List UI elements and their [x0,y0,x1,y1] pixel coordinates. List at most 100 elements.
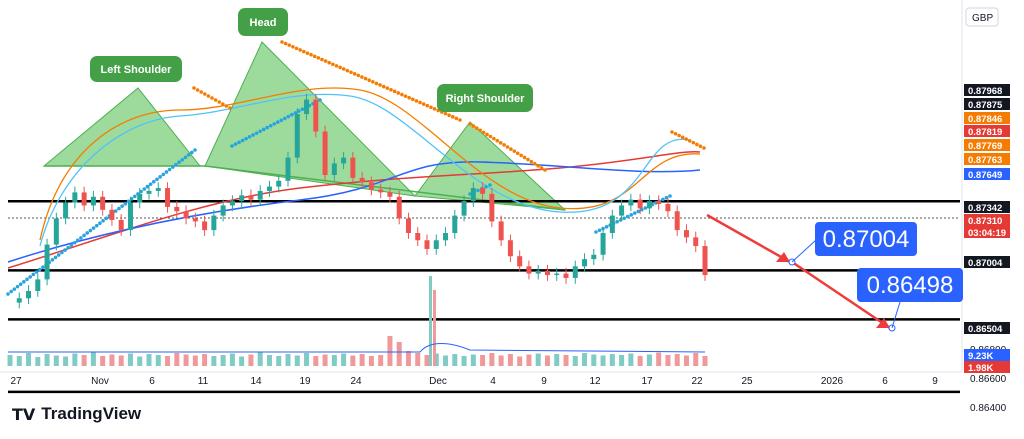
candle-body [276,180,282,187]
projection-arrowhead-1 [776,252,790,262]
candle-body [693,237,699,247]
trend-dot [522,155,527,160]
price-label-text: 0.87968 [968,86,1002,97]
currency-button[interactable] [965,7,999,27]
target-callout-2-text: 0.86498 [867,272,954,299]
time-tick: 6 [149,376,155,387]
trend-dot [488,134,493,139]
candle-body [72,192,78,203]
trend-dot [123,201,128,206]
trend-dot [63,248,67,252]
trend-dot [312,54,317,59]
tradingview-logo: TV TradingView [12,404,141,424]
trend-dot [283,41,288,46]
volume-bar [683,355,689,366]
trend-dot [31,272,36,277]
trend-dot [640,207,644,212]
volume-bar [322,354,328,366]
volume-bar [331,355,337,366]
trend-dot [132,194,137,199]
trend-dot [371,79,375,84]
trend-dot [199,90,203,94]
trend-dot [352,72,357,76]
blue-trend-dots [6,148,197,296]
candle-body [443,233,449,241]
price-label-tag [964,84,1010,96]
candle-body [415,233,421,241]
trend-dot [28,275,32,279]
trend-dot [142,187,147,191]
trend-dot [164,170,169,174]
trend-dot [72,240,77,245]
candle-body [192,218,198,222]
price-label-tag [964,168,1010,180]
volume-bar [266,355,272,366]
target-callout-1[interactable] [815,222,917,256]
candle-body [53,218,59,245]
price-label-tag [964,139,1010,151]
volume-bar [415,353,421,366]
price-label-tag [964,98,1010,110]
trend-dot [389,87,393,92]
candle-body [350,157,356,178]
trend-dot [698,144,703,149]
volume-bar [424,355,430,366]
candle-body [378,189,384,193]
trend-dot [680,135,685,140]
pattern-label-badge[interactable] [238,8,288,36]
price-label-tag [964,201,1010,213]
volume-bar [350,355,356,366]
price-label-tag [964,256,1010,268]
trend-dot [378,83,382,87]
volume-bar [378,355,384,366]
candle-body [637,199,643,209]
volume-bar [572,356,578,366]
trend-dot [275,120,280,124]
trend-dot [702,146,706,150]
trend-dot [101,218,105,223]
volume-bar [285,354,291,366]
volume-bar [137,356,143,366]
volume-bar [387,336,393,366]
trend-dot [297,109,301,113]
ma-blue-line [7,161,701,263]
trend-dot [492,136,496,141]
volume-bar [239,356,245,366]
trend-dot [400,92,404,97]
trend-dot [498,141,503,145]
pattern-label-badge[interactable] [90,56,182,82]
trend-dot [421,102,426,106]
price-label-text: 0.87649 [968,170,1002,181]
price-label-text: 9.23K [968,351,993,362]
candle-body [63,202,69,219]
trend-dot [519,153,523,158]
trend-dot [151,179,156,184]
candle-body [127,202,133,231]
candle-body [600,233,606,255]
volume-bar [229,353,235,366]
candle-body [90,196,96,206]
candle-body [341,157,347,164]
trend-dot [174,162,178,167]
target-callout-2[interactable] [857,268,963,302]
trend-dot [622,216,626,221]
trend-dot [410,97,415,102]
time-tick: 27 [10,376,22,387]
trend-dot [240,138,245,143]
trend-dot [597,228,602,233]
trend-dot [403,94,408,98]
pattern-label-badge[interactable] [437,84,533,112]
price-label-tag [964,214,1010,226]
volume-bar [109,354,115,366]
candle-body [628,199,634,206]
trend-dot [183,155,188,160]
price-label-text: 0.87342 [968,203,1002,214]
candle-body [26,291,32,299]
trend-dot [237,140,241,145]
trend-dot [636,209,641,214]
trend-dot [91,226,96,230]
trend-dot [34,270,39,274]
candle-body [100,196,106,210]
volume-bar [554,354,560,366]
